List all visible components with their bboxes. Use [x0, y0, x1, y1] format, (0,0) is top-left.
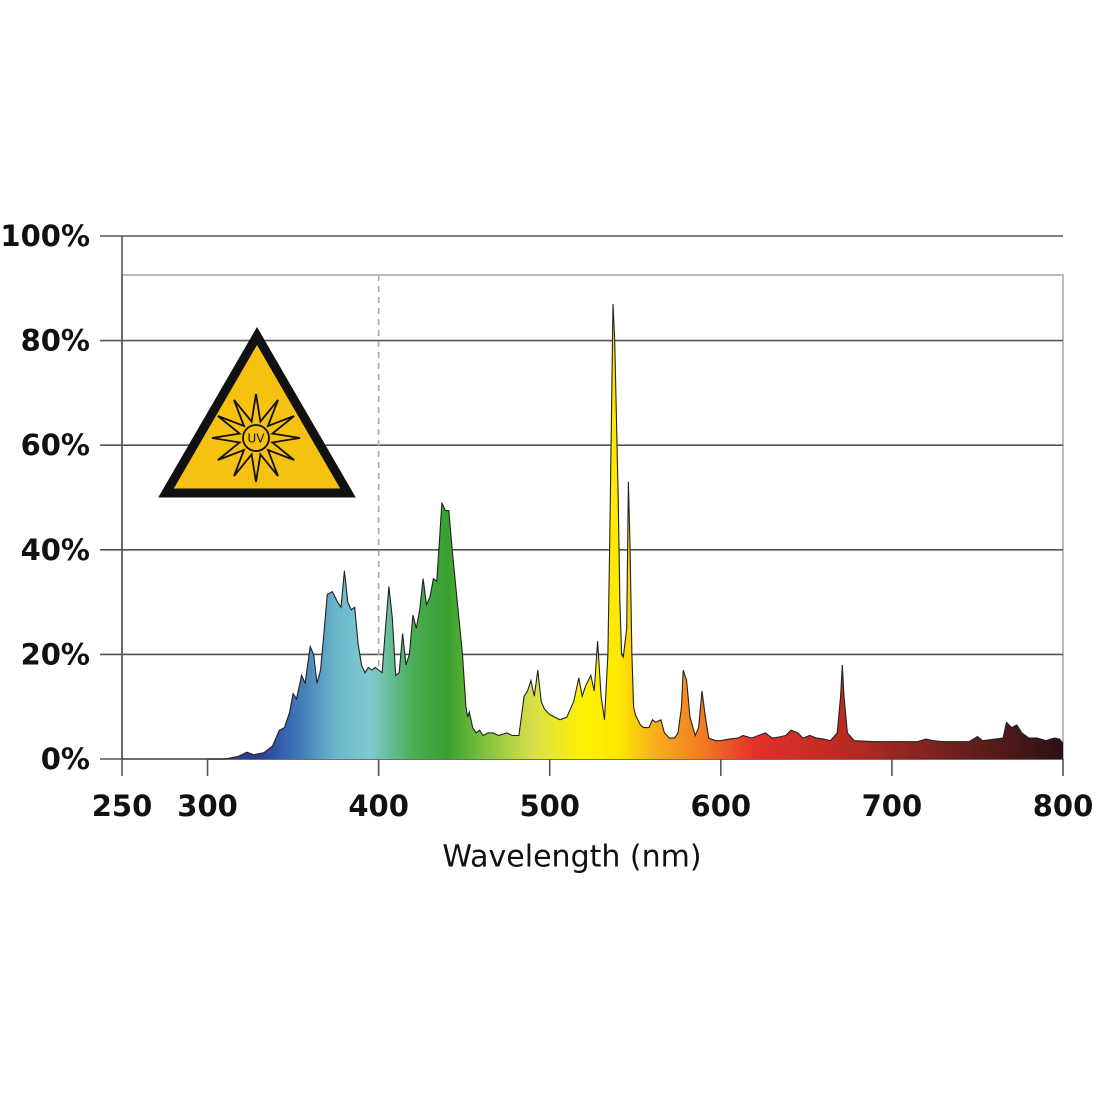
y-tick-label: 0% — [41, 742, 90, 776]
x-tick-label: 250 — [92, 789, 153, 823]
x-tick-label: 500 — [519, 789, 580, 823]
x-tick-label: 800 — [1033, 789, 1094, 823]
y-tick-label: 60% — [21, 428, 90, 462]
spectrum-line — [207, 303, 1064, 760]
warning-triangle — [158, 327, 356, 498]
uv-warning-icon: UV — [158, 327, 356, 498]
y-tick-label: 20% — [21, 637, 90, 671]
x-tick-label: 400 — [348, 789, 409, 823]
x-tick-label: 600 — [691, 789, 752, 823]
sun-icon — [211, 393, 301, 483]
spectrum-area — [207, 304, 1063, 759]
sun-core — [242, 424, 270, 452]
x-tick-label: 300 — [177, 789, 238, 823]
x-tick-label: 700 — [862, 789, 923, 823]
x-axis-title: Wavelength (nm) — [442, 840, 701, 875]
y-tick-label: 40% — [21, 533, 90, 567]
y-tick-label: 80% — [21, 324, 90, 358]
axes: 0% 20% 40% 60% 80% 100% 250 300 400 500 600 700 800 — [0, 219, 1093, 823]
area-layer — [207, 303, 1064, 760]
y-tick-label: 100% — [0, 219, 90, 253]
icon-label: UV — [248, 432, 266, 446]
